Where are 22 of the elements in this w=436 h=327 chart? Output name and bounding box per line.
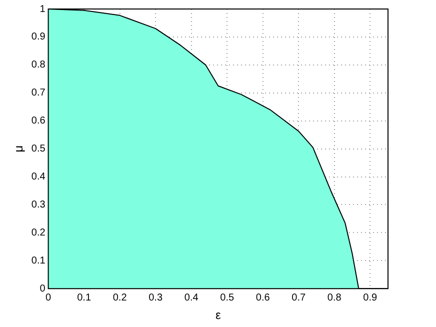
y-tick-label: 0.9	[31, 32, 46, 43]
x-tick-label: 0.8	[327, 292, 342, 304]
x-tick-label: 0.2	[112, 292, 128, 304]
x-tick-label: 0.7	[292, 292, 306, 304]
x-tick-label: 0.1	[77, 292, 92, 304]
y-tick-label: 0.6	[31, 116, 46, 127]
x-axis-title: ε	[215, 308, 222, 322]
y-tick-label: 0.2	[31, 227, 46, 238]
y-tick-label: 0.4	[31, 172, 46, 183]
y-tick-label: 0.3	[31, 199, 46, 210]
x-tick-label: 0.5	[220, 292, 234, 304]
x-tick-label: 0.3	[148, 292, 163, 304]
y-tick-label: 1	[40, 4, 46, 15]
x-tick-label: 0.9	[363, 292, 378, 304]
y-tick-label: 0.1	[31, 255, 46, 266]
y-tick-label: 0.5	[31, 144, 46, 155]
x-tick-label: 0.4	[184, 292, 199, 304]
y-tick-label: 0.8	[31, 60, 46, 71]
y-axis-title: μ	[12, 145, 26, 152]
x-tick-label: 0.6	[256, 292, 270, 304]
y-tick-label: 0	[40, 283, 46, 294]
y-tick-label: 0.7	[31, 88, 46, 99]
